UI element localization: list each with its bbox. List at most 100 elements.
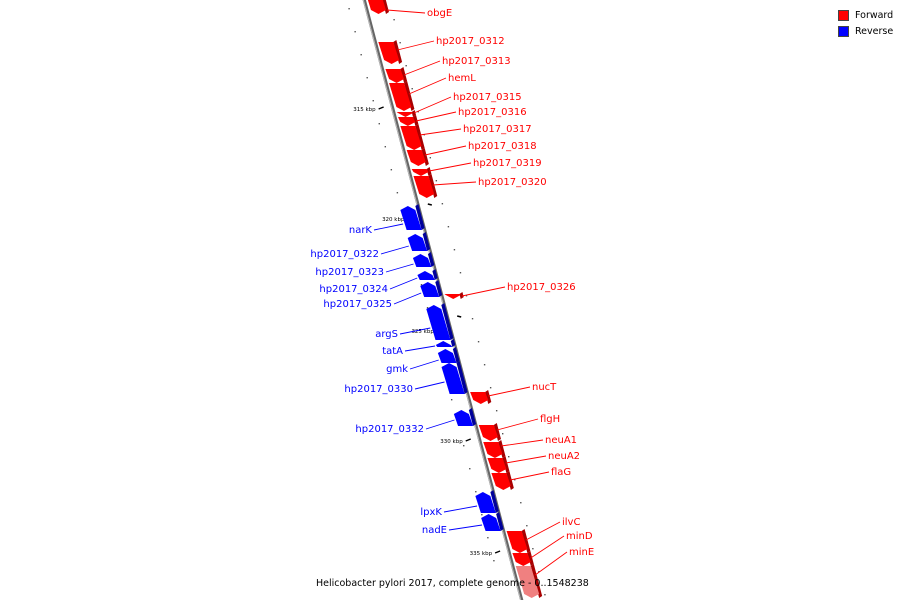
gene-label-minE: minE (569, 547, 594, 558)
gene-label-leader (424, 145, 467, 156)
legend-item-reverse: Reverse (838, 25, 893, 38)
gene-shadow (450, 339, 456, 347)
gene-label-tatA: tatA (382, 346, 403, 357)
gene-label-leader (448, 524, 483, 531)
gene-arrow-nadE (481, 514, 501, 531)
gene-arrow-hp2017_0316 (398, 117, 416, 126)
gene-arrow-neuA2 (487, 458, 507, 473)
gene-shadow (485, 390, 492, 404)
gene-label-nucT: nucT (532, 382, 557, 393)
minor-tick-right (526, 525, 528, 527)
kbp-tick-mark (465, 438, 471, 442)
gene-arrow-hp2017_0313 (385, 69, 405, 83)
gene-arrow-minE (515, 566, 540, 598)
minor-tick-right (417, 111, 419, 113)
gene-label-argS: argS (375, 329, 398, 340)
gene-arrow-hp2017_0324 (417, 271, 435, 280)
gene-arrow-obgE (367, 0, 386, 14)
gene-label-leader (408, 77, 447, 95)
gene-label-leader (534, 551, 568, 576)
strand-legend: Forward Reverse (838, 9, 893, 41)
gene-shadow (452, 347, 460, 363)
gene-label-leader (399, 327, 431, 335)
minor-tick-right (411, 88, 413, 90)
gene-arrow-hp2017_0330 (441, 363, 465, 394)
gene-shadow (506, 471, 514, 490)
gene-arrow-narK (400, 206, 422, 230)
gene-shadow (393, 40, 403, 64)
minor-tick-left (487, 537, 489, 539)
minor-tick-left (469, 468, 471, 470)
gene-arrow-lpxK (475, 492, 496, 513)
gene-shadow (521, 529, 531, 553)
kbp-tick-mark (494, 550, 501, 554)
gene-label-leader (419, 128, 462, 136)
minor-tick-right (453, 249, 456, 251)
gene-arrow-argS (426, 305, 451, 340)
gene-label-leader (461, 286, 506, 297)
gene-label-leader (429, 162, 472, 172)
gene-label-leader (403, 60, 441, 76)
minor-tick-left (463, 445, 465, 447)
gene-shadow (411, 110, 416, 117)
gene-shadow (490, 490, 499, 513)
reverse-swatch (838, 26, 849, 37)
minor-tick-left (360, 54, 362, 56)
minor-tick-right (441, 203, 444, 205)
kbp-minor-mark (457, 315, 462, 318)
gene-label-gmk: gmk (386, 364, 408, 375)
gene-label-ilvC: ilvC (562, 517, 580, 528)
gene-arrow-flaG (491, 473, 511, 490)
gene-label-leader (425, 419, 455, 430)
gene-label-leader (510, 471, 550, 481)
kbp-tick-label: 320 kbp (382, 217, 405, 223)
minor-tick-right (489, 387, 492, 389)
gene-label-leader (413, 96, 452, 114)
gene-label-hp2017_0322: hp2017_0322 (310, 249, 379, 260)
minor-tick-left (475, 491, 477, 493)
gene-shadow (400, 67, 408, 83)
gene-arrow-hp2017_0317 (400, 126, 422, 150)
gene-arrow-minD (512, 553, 531, 566)
gene-label-leader (404, 345, 436, 352)
minor-tick-right (435, 180, 438, 182)
minor-tick-right (393, 19, 395, 21)
gene-label-leader (380, 245, 409, 255)
gene-shadow (382, 0, 389, 14)
minor-tick-right (508, 456, 510, 458)
gene-label-hp2017_0326: hp2017_0326 (507, 282, 576, 293)
gene-label-hp2017_0323: hp2017_0323 (315, 267, 384, 278)
gene-label-leader (397, 40, 435, 51)
gene-label-hp2017_0312: hp2017_0312 (436, 36, 505, 47)
minor-tick-left (481, 514, 483, 516)
minor-tick-left (426, 307, 429, 309)
gene-shadow (422, 232, 431, 251)
gene-label-leader (389, 277, 418, 290)
gene-shadow (427, 252, 435, 267)
gene-label-leader (501, 439, 544, 447)
gene-label-hp2017_0316: hp2017_0316 (458, 107, 527, 118)
gene-shadow (421, 148, 429, 166)
minor-tick-left (390, 169, 393, 171)
gene-label-narK: narK (349, 225, 373, 236)
gene-label-hp2017_0325: hp2017_0325 (323, 299, 392, 310)
legend-item-forward: Forward (838, 9, 893, 22)
gene-label-nadE: nadE (422, 525, 447, 536)
gene-arrow-hp2017_0323 (412, 254, 432, 267)
gene-shadow (413, 115, 419, 126)
gene-label-leader (505, 455, 547, 464)
gene-arrow-hp2017_0326 (444, 294, 461, 299)
gene-arrow-nucT (470, 392, 489, 404)
gene-label-obgE: obgE (427, 8, 452, 19)
gene-label-leader (432, 181, 477, 186)
gene-label-leader (415, 111, 457, 122)
gene-label-lpxK: lpxK (420, 507, 442, 518)
minor-tick-left (450, 399, 453, 401)
gene-label-hp2017_0332: hp2017_0332 (355, 424, 424, 435)
gene-arrow-hp2017_0312 (378, 42, 400, 64)
minor-tick-right (477, 341, 480, 343)
gene-arrow-ilvC (506, 531, 528, 553)
gene-label-leader (385, 263, 414, 273)
gene-arrow-hemL (389, 83, 412, 111)
